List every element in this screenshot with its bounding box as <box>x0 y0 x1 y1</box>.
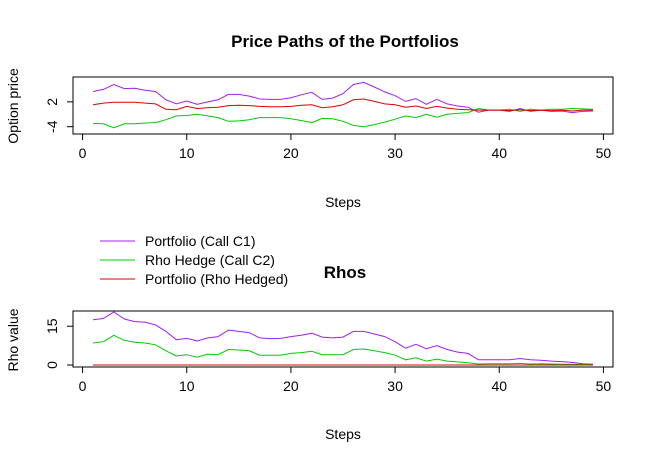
panel2-x-tick-label: 50 <box>596 378 612 394</box>
panel2-title: Rhos <box>324 263 367 282</box>
panel1-x-tick-label: 10 <box>179 145 195 161</box>
panel1-x-tick-label: 20 <box>283 145 299 161</box>
panel2-x-tick-label: 20 <box>283 378 299 394</box>
panel2-series-2-line <box>92 334 594 366</box>
panel2-xlabel: Steps <box>325 426 361 442</box>
panel1-series-lines <box>92 81 594 129</box>
panel2-y-tick-label: 15 <box>44 318 60 334</box>
panel1-y-tick-label: 2 <box>44 98 60 106</box>
panel2-y-axis: 0 15 <box>44 318 74 369</box>
panel2-plot-box <box>72 310 614 368</box>
panel1-x-tick-label: 30 <box>387 145 403 161</box>
panel1-ylabel: Option price <box>5 68 21 144</box>
panel1-y-axis: -4 2 <box>44 98 74 133</box>
panel1-series-1-line <box>92 81 594 114</box>
panel2-x-tick-label: 0 <box>79 378 87 394</box>
panel1-title: Price Paths of the Portfolios <box>231 32 459 51</box>
panel2-x-tick-label: 40 <box>491 378 507 394</box>
legend-label-3: Portfolio (Rho Hedged) <box>145 271 288 287</box>
panel2-series-lines <box>92 311 594 366</box>
panel1-xlabel: Steps <box>325 194 361 210</box>
panel1-x-tick-label: 0 <box>79 145 87 161</box>
panel1-x-axis: 0 10 20 30 40 50 <box>79 133 612 161</box>
panel1-series-3-line <box>92 98 593 112</box>
rhos-panel: Rhos 0 10 20 30 40 50 0 15 Steps Rho value <box>5 263 614 442</box>
price-paths-panel: Price Paths of the Portfolios 0 10 20 30 40 5… <box>5 32 614 210</box>
panel1-plot-box <box>72 76 614 135</box>
panel1-y-tick-label: -4 <box>44 120 60 133</box>
panel2-ylabel: Rho value <box>5 308 21 371</box>
panel2-x-tick-label: 10 <box>179 378 195 394</box>
panel2-y-tick-label: 0 <box>44 361 60 369</box>
panel1-series-2-line <box>92 107 594 129</box>
panel2-x-axis: 0 10 20 30 40 50 <box>79 366 612 394</box>
panel2-x-tick-label: 30 <box>387 378 403 394</box>
panel1-x-tick-label: 40 <box>491 145 507 161</box>
panel2-series-1-line <box>92 311 594 365</box>
legend-label-1: Portfolio (Call C1) <box>145 233 255 249</box>
legend-label-2: Rho Hedge (Call C2) <box>145 252 275 268</box>
panel1-x-tick-label: 50 <box>596 145 612 161</box>
legend: Portfolio (Call C1) Rho Hedge (Call C2) Po… <box>100 233 288 287</box>
